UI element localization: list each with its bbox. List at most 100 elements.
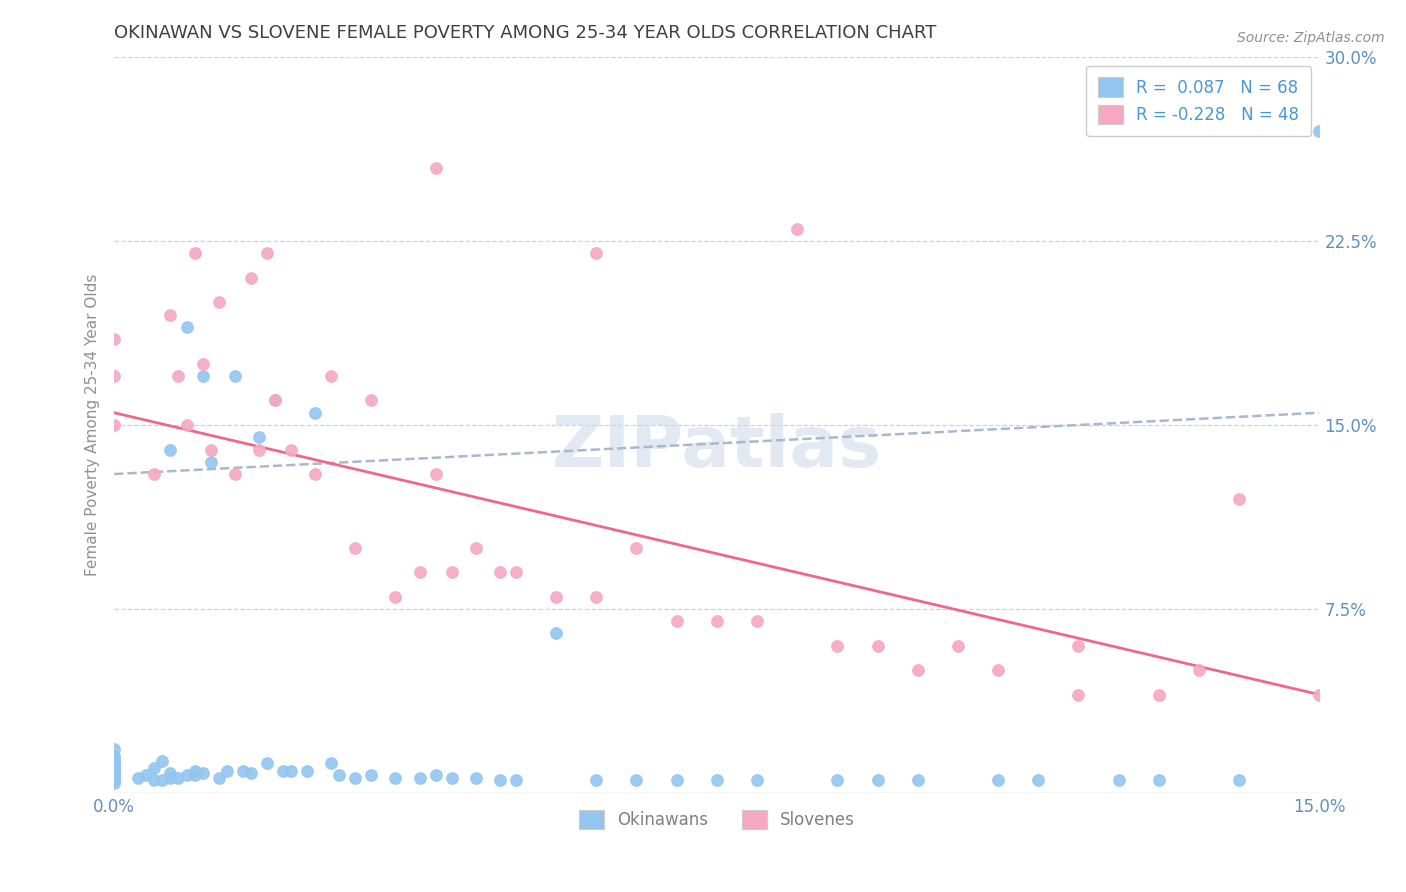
Point bbox=[247, 430, 270, 444]
Point bbox=[103, 758, 125, 772]
Point bbox=[304, 406, 326, 420]
Point bbox=[1108, 773, 1130, 788]
Point bbox=[464, 541, 486, 555]
Point bbox=[103, 754, 125, 768]
Point bbox=[745, 773, 768, 788]
Point bbox=[344, 541, 367, 555]
Point bbox=[328, 768, 350, 782]
Text: ZIPatlas: ZIPatlas bbox=[551, 413, 882, 482]
Point bbox=[176, 768, 198, 782]
Point bbox=[585, 590, 607, 604]
Point bbox=[239, 271, 262, 285]
Point bbox=[425, 768, 447, 782]
Point bbox=[665, 614, 688, 628]
Point bbox=[264, 393, 287, 408]
Point bbox=[384, 590, 406, 604]
Point bbox=[321, 369, 343, 384]
Point bbox=[103, 417, 125, 432]
Point bbox=[546, 590, 568, 604]
Point bbox=[127, 771, 149, 785]
Point bbox=[152, 773, 174, 788]
Point bbox=[425, 161, 447, 175]
Point bbox=[505, 773, 527, 788]
Point bbox=[706, 614, 728, 628]
Point bbox=[1026, 773, 1049, 788]
Point bbox=[103, 741, 125, 756]
Point bbox=[159, 766, 181, 780]
Point bbox=[191, 357, 214, 371]
Point bbox=[103, 369, 125, 384]
Text: Source: ZipAtlas.com: Source: ZipAtlas.com bbox=[1237, 31, 1385, 45]
Point bbox=[408, 771, 430, 785]
Point bbox=[103, 768, 125, 782]
Point bbox=[143, 467, 166, 481]
Point bbox=[191, 766, 214, 780]
Point bbox=[585, 773, 607, 788]
Point bbox=[167, 369, 190, 384]
Point bbox=[987, 773, 1010, 788]
Point bbox=[103, 773, 125, 788]
Point bbox=[183, 764, 205, 778]
Point bbox=[1308, 688, 1330, 702]
Point bbox=[208, 295, 231, 310]
Point bbox=[103, 771, 125, 785]
Point bbox=[167, 771, 190, 785]
Point bbox=[946, 639, 969, 653]
Point bbox=[425, 467, 447, 481]
Point bbox=[224, 467, 246, 481]
Point bbox=[271, 764, 294, 778]
Point bbox=[103, 332, 125, 346]
Point bbox=[440, 565, 463, 579]
Point bbox=[304, 467, 326, 481]
Point bbox=[1308, 124, 1330, 138]
Point bbox=[256, 756, 278, 771]
Point bbox=[344, 771, 367, 785]
Point bbox=[489, 773, 512, 788]
Text: OKINAWAN VS SLOVENE FEMALE POVERTY AMONG 25-34 YEAR OLDS CORRELATION CHART: OKINAWAN VS SLOVENE FEMALE POVERTY AMONG… bbox=[114, 24, 936, 42]
Legend: Okinawans, Slovenes: Okinawans, Slovenes bbox=[572, 803, 862, 836]
Point bbox=[280, 442, 302, 457]
Point bbox=[152, 754, 174, 768]
Point bbox=[295, 764, 318, 778]
Point bbox=[827, 773, 849, 788]
Point bbox=[143, 761, 166, 775]
Point bbox=[239, 766, 262, 780]
Point bbox=[360, 768, 382, 782]
Point bbox=[1147, 688, 1170, 702]
Point bbox=[247, 442, 270, 457]
Point bbox=[1227, 491, 1250, 506]
Point bbox=[505, 565, 527, 579]
Point bbox=[866, 639, 889, 653]
Point bbox=[159, 308, 181, 322]
Point bbox=[464, 771, 486, 785]
Point bbox=[786, 222, 808, 236]
Point bbox=[907, 663, 929, 677]
Point bbox=[1067, 639, 1090, 653]
Point bbox=[103, 761, 125, 775]
Point bbox=[183, 768, 205, 782]
Point bbox=[143, 773, 166, 788]
Point bbox=[827, 639, 849, 653]
Point bbox=[232, 764, 254, 778]
Point bbox=[103, 748, 125, 763]
Point bbox=[183, 246, 205, 260]
Point bbox=[103, 776, 125, 790]
Point bbox=[256, 246, 278, 260]
Point bbox=[200, 455, 222, 469]
Point bbox=[1227, 773, 1250, 788]
Point bbox=[176, 320, 198, 334]
Point bbox=[103, 756, 125, 771]
Point bbox=[264, 393, 287, 408]
Point bbox=[321, 756, 343, 771]
Point bbox=[665, 773, 688, 788]
Point bbox=[440, 771, 463, 785]
Point bbox=[585, 246, 607, 260]
Point bbox=[745, 614, 768, 628]
Point bbox=[489, 565, 512, 579]
Point bbox=[103, 764, 125, 778]
Point bbox=[1188, 663, 1211, 677]
Point bbox=[176, 417, 198, 432]
Point bbox=[215, 764, 238, 778]
Point bbox=[159, 442, 181, 457]
Point bbox=[546, 626, 568, 640]
